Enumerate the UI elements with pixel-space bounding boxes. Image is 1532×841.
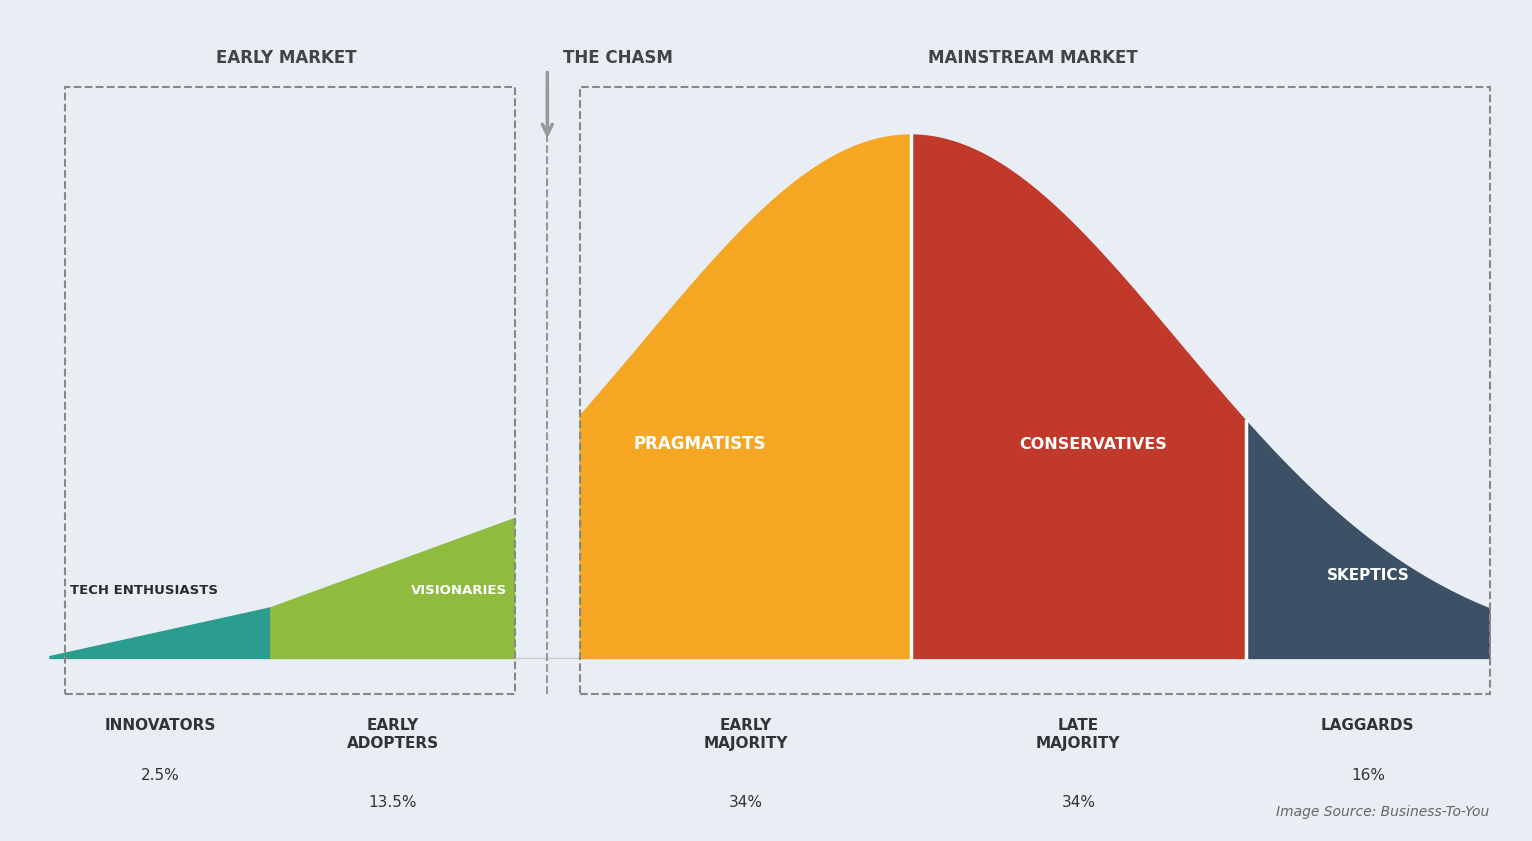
Bar bbox=[66, 87, 515, 694]
Text: Image Source: Business-To-You: Image Source: Business-To-You bbox=[1276, 805, 1489, 819]
Text: MAINSTREAM MARKET: MAINSTREAM MARKET bbox=[928, 49, 1138, 66]
Polygon shape bbox=[271, 519, 515, 659]
Text: SKEPTICS: SKEPTICS bbox=[1327, 568, 1409, 583]
Text: EARLY MARKET: EARLY MARKET bbox=[216, 49, 357, 66]
Text: 34%: 34% bbox=[1062, 796, 1095, 810]
Polygon shape bbox=[581, 135, 910, 659]
Text: EARLY
ADOPTERS: EARLY ADOPTERS bbox=[346, 718, 438, 752]
Text: LATE
MAJORITY: LATE MAJORITY bbox=[1036, 718, 1120, 752]
Text: INNOVATORS: INNOVATORS bbox=[104, 718, 216, 733]
Text: 13.5%: 13.5% bbox=[369, 796, 417, 810]
Polygon shape bbox=[51, 608, 271, 659]
Text: VISIONARIES: VISIONARIES bbox=[411, 584, 507, 596]
Text: 34%: 34% bbox=[728, 796, 763, 810]
Text: LAGGARDS: LAGGARDS bbox=[1321, 718, 1414, 733]
Bar bbox=[581, 87, 1489, 694]
Text: CONSERVATIVES: CONSERVATIVES bbox=[1020, 436, 1167, 452]
Polygon shape bbox=[1246, 420, 1489, 659]
Text: TECH ENTHUSIASTS: TECH ENTHUSIASTS bbox=[69, 584, 218, 596]
Text: 16%: 16% bbox=[1351, 769, 1385, 784]
Text: THE CHASM: THE CHASM bbox=[562, 49, 673, 66]
Text: 2.5%: 2.5% bbox=[141, 769, 179, 784]
Polygon shape bbox=[910, 135, 1246, 659]
Text: PRAGMATISTS: PRAGMATISTS bbox=[633, 436, 766, 453]
Text: EARLY
MAJORITY: EARLY MAJORITY bbox=[703, 718, 787, 752]
